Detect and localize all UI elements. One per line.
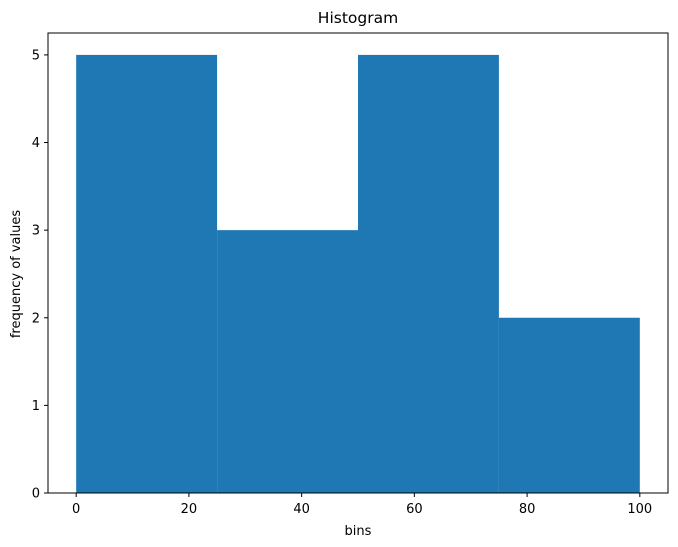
y-axis-ticks: 0 1 2 3 4 5: [32, 48, 48, 502]
x-tick-label: 40: [293, 502, 310, 517]
x-axis-ticks: 0 20 40 60 80 100: [72, 493, 652, 517]
y-axis-label: frequency of values: [9, 210, 24, 339]
bars-group: [76, 54, 640, 494]
x-tick-label: 80: [519, 502, 536, 517]
x-tick-label: 100: [627, 502, 652, 517]
chart-title: Histogram: [318, 9, 398, 27]
y-tick-label: 4: [32, 136, 40, 151]
y-tick-label: 3: [32, 224, 40, 239]
histogram-bar-0: [76, 54, 218, 494]
y-tick-label: 0: [32, 487, 40, 502]
x-axis-label: bins: [345, 524, 372, 539]
histogram-bar-2: [358, 54, 499, 494]
histogram-bar-1: [217, 230, 358, 493]
histogram-bar-3: [498, 317, 640, 493]
y-tick-label: 5: [32, 48, 40, 63]
x-tick-label: 60: [406, 502, 423, 517]
y-tick-label: 1: [32, 399, 40, 414]
x-tick-label: 20: [181, 502, 198, 517]
plot-frame: [47, 32, 669, 494]
y-tick-label: 2: [32, 311, 40, 326]
x-tick-label: 0: [72, 502, 80, 517]
